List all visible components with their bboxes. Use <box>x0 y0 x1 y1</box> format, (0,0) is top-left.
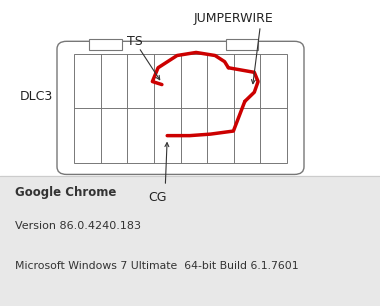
Bar <box>89 39 122 50</box>
Text: CG: CG <box>149 191 167 204</box>
Bar <box>0 0 380 176</box>
Text: Version 86.0.4240.183: Version 86.0.4240.183 <box>15 222 141 231</box>
Text: Google Chrome: Google Chrome <box>15 186 117 199</box>
Text: Microsoft Windows 7 Ultimate  64-bit Build 6.1.7601: Microsoft Windows 7 Ultimate 64-bit Buil… <box>15 261 299 271</box>
Bar <box>226 39 258 50</box>
Bar <box>0 176 380 306</box>
Text: JUMPERWIRE: JUMPERWIRE <box>194 12 274 25</box>
Bar <box>74 54 287 163</box>
Text: DLC3: DLC3 <box>19 90 53 103</box>
Text: TS: TS <box>127 35 143 48</box>
FancyBboxPatch shape <box>57 41 304 174</box>
